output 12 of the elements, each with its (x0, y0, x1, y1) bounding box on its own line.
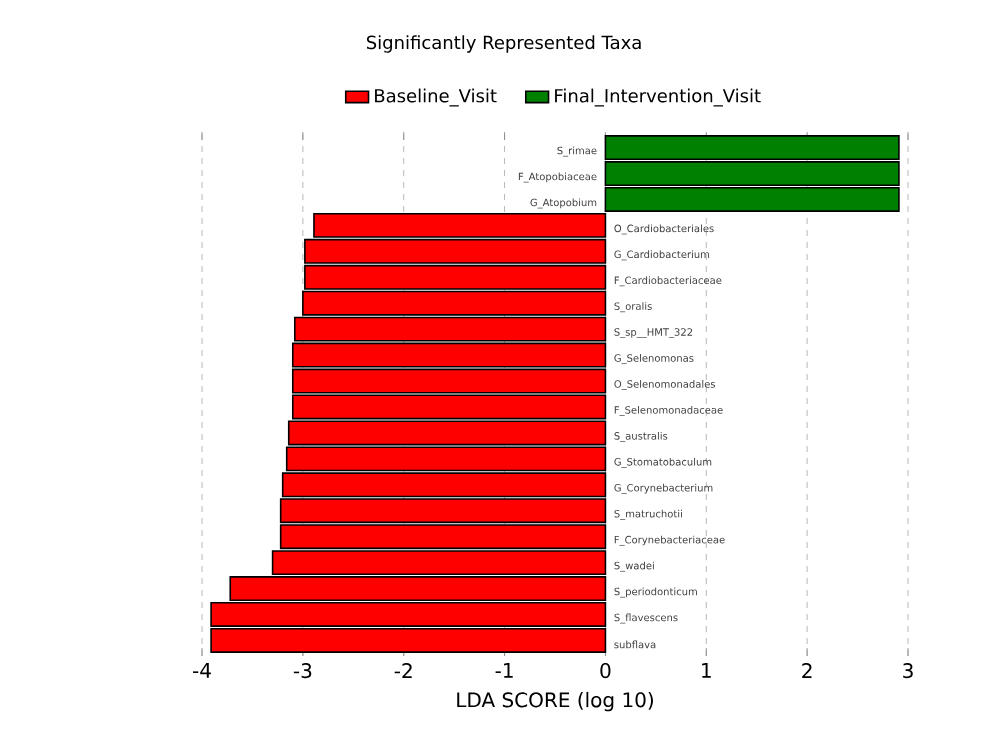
x-tick-label: -2 (394, 663, 412, 678)
x-tick-label: -1 (495, 663, 513, 678)
x-tick-label: -4 (193, 663, 211, 678)
chart-title: Significantly Represented Taxa (366, 35, 641, 53)
x-axis-title: LDA SCORE (log 10) (457, 691, 653, 712)
legend-label: Baseline_Visit (375, 88, 497, 107)
x-tick-label: 2 (802, 663, 812, 678)
x-tick-label: 1 (702, 663, 711, 678)
x-tick-label: -3 (293, 663, 312, 679)
x-tick-label: 0 (600, 663, 611, 679)
x-tick-label: 3 (903, 663, 913, 679)
legend-label: Final_Intervention_Visit (555, 88, 761, 107)
